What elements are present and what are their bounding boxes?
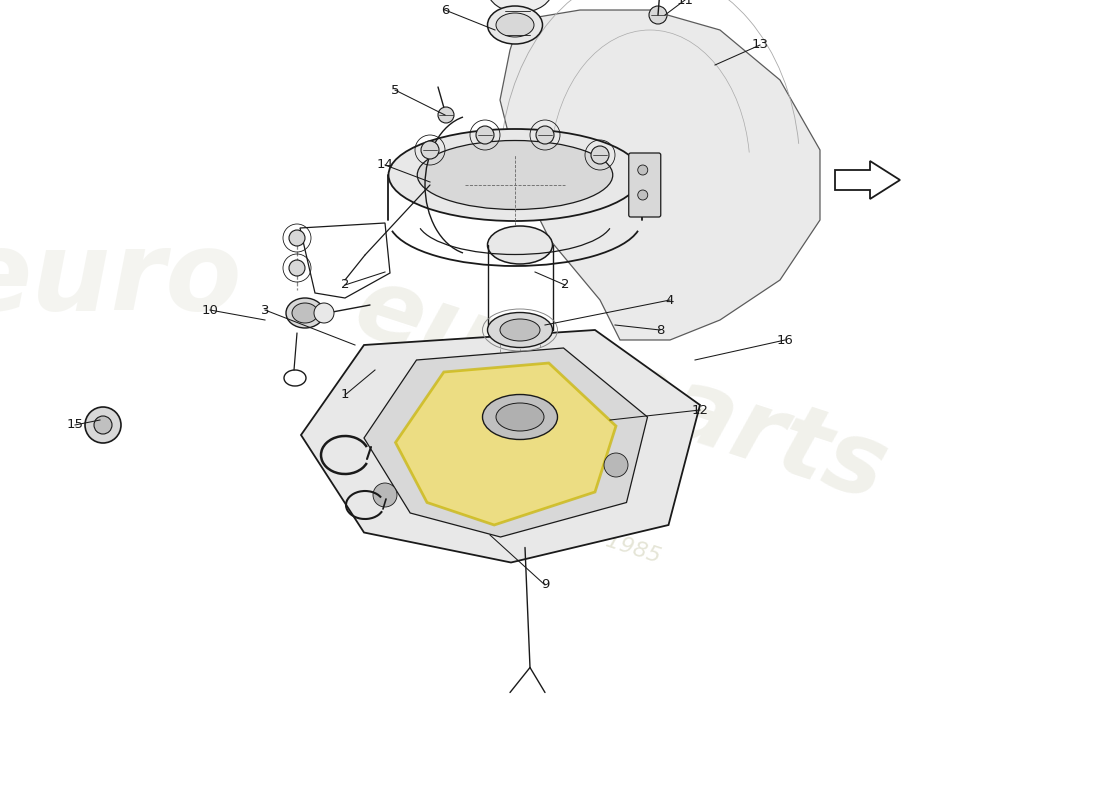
Circle shape <box>314 303 334 323</box>
Ellipse shape <box>487 226 552 264</box>
Ellipse shape <box>286 298 324 328</box>
Text: 2: 2 <box>341 278 350 291</box>
Ellipse shape <box>388 129 641 221</box>
Polygon shape <box>396 363 616 525</box>
Ellipse shape <box>487 313 552 347</box>
Ellipse shape <box>417 141 613 210</box>
Circle shape <box>649 6 667 24</box>
Text: a passion for parts since 1985: a passion for parts since 1985 <box>337 443 663 566</box>
Circle shape <box>85 407 121 443</box>
Circle shape <box>591 146 609 164</box>
Text: 11: 11 <box>676 0 693 6</box>
Text: 5: 5 <box>390 83 399 97</box>
Circle shape <box>373 483 397 507</box>
Circle shape <box>638 165 648 175</box>
Text: 9: 9 <box>541 578 549 591</box>
Text: 3: 3 <box>261 303 270 317</box>
Text: europarts: europarts <box>342 258 898 522</box>
Ellipse shape <box>496 403 544 431</box>
FancyArrow shape <box>835 161 900 199</box>
Text: 13: 13 <box>751 38 769 51</box>
Polygon shape <box>500 10 820 340</box>
Ellipse shape <box>500 319 540 341</box>
Polygon shape <box>301 330 700 562</box>
Text: 12: 12 <box>692 403 708 417</box>
Circle shape <box>94 416 112 434</box>
Text: 14: 14 <box>376 158 394 171</box>
Text: 6: 6 <box>441 3 449 17</box>
Text: euro: euro <box>0 226 243 334</box>
Ellipse shape <box>496 13 534 37</box>
Text: 16: 16 <box>777 334 793 346</box>
Ellipse shape <box>483 394 558 439</box>
Circle shape <box>421 141 439 159</box>
Circle shape <box>536 126 554 144</box>
Text: 4: 4 <box>666 294 674 306</box>
Text: 1: 1 <box>341 389 350 402</box>
Circle shape <box>289 230 305 246</box>
Polygon shape <box>364 348 648 537</box>
Ellipse shape <box>292 303 318 323</box>
FancyBboxPatch shape <box>629 153 661 217</box>
Text: 8: 8 <box>656 323 664 337</box>
Ellipse shape <box>487 0 552 13</box>
Circle shape <box>289 260 305 276</box>
Ellipse shape <box>487 6 542 44</box>
Circle shape <box>638 190 648 200</box>
Text: 2: 2 <box>561 278 570 291</box>
Circle shape <box>604 453 628 477</box>
Circle shape <box>476 126 494 144</box>
Text: 10: 10 <box>201 303 219 317</box>
Text: 15: 15 <box>66 418 84 431</box>
Circle shape <box>438 107 454 123</box>
